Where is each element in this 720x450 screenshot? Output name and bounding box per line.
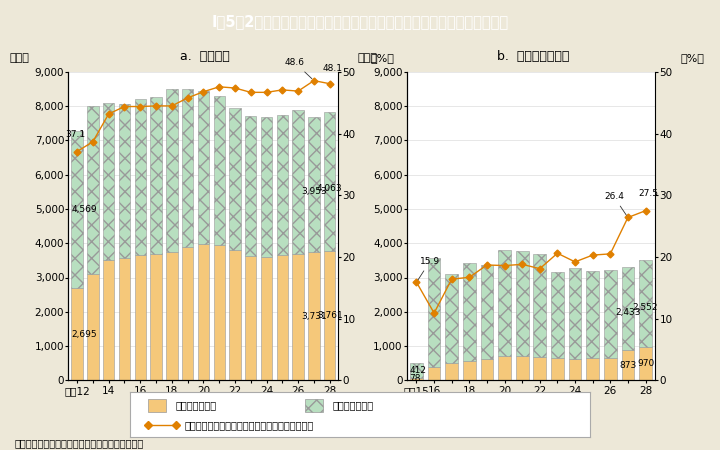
Text: （人）: （人） bbox=[357, 53, 377, 63]
Text: 4,569: 4,569 bbox=[71, 205, 96, 214]
Bar bbox=[428, 258, 441, 367]
Bar bbox=[150, 253, 162, 380]
Bar bbox=[103, 103, 114, 261]
Text: 2,552: 2,552 bbox=[633, 303, 658, 312]
Bar bbox=[410, 378, 423, 380]
Text: 37.1: 37.1 bbox=[66, 130, 86, 139]
Bar bbox=[481, 359, 493, 380]
Text: 15.9: 15.9 bbox=[418, 257, 440, 280]
Bar bbox=[463, 361, 476, 380]
Text: I－5－2図　社会人大学院入学者数（男女別）及び女子学生の割合の推移: I－5－2図 社会人大学院入学者数（男女別）及び女子学生の割合の推移 bbox=[212, 14, 508, 29]
Bar bbox=[87, 274, 99, 380]
Bar bbox=[498, 356, 511, 380]
Text: 社会人男子学生: 社会人男子学生 bbox=[333, 400, 374, 410]
Bar bbox=[103, 261, 114, 380]
Text: b.  専門職学位課程: b. 専門職学位課程 bbox=[497, 50, 569, 63]
Bar bbox=[324, 252, 336, 380]
Bar bbox=[481, 265, 493, 359]
Bar bbox=[87, 106, 99, 274]
Text: 48.6: 48.6 bbox=[285, 58, 312, 79]
Bar bbox=[182, 247, 193, 380]
Bar bbox=[276, 115, 288, 255]
Bar bbox=[534, 357, 546, 380]
Bar bbox=[166, 252, 178, 380]
X-axis label: （年度）: （年度） bbox=[190, 397, 217, 407]
Bar bbox=[498, 250, 511, 356]
Text: （%）: （%） bbox=[371, 53, 395, 63]
Bar bbox=[245, 256, 256, 380]
Bar bbox=[621, 267, 634, 351]
Text: 26.4: 26.4 bbox=[604, 192, 626, 215]
Bar bbox=[621, 351, 634, 380]
Bar bbox=[463, 263, 476, 361]
Bar bbox=[604, 270, 616, 358]
Text: 2,695: 2,695 bbox=[71, 329, 96, 338]
Bar bbox=[198, 91, 209, 244]
Bar bbox=[119, 104, 130, 258]
Bar bbox=[446, 363, 458, 380]
Text: 社会人入学者に占める女子学生の割合（右目盛）: 社会人入学者に占める女子学生の割合（右目盛） bbox=[185, 420, 314, 430]
Text: （備考）文部科学省「学校基本調査」より作成。: （備考）文部科学省「学校基本調査」より作成。 bbox=[14, 438, 144, 448]
Text: 3,731: 3,731 bbox=[301, 312, 327, 321]
Bar bbox=[135, 99, 146, 255]
Bar bbox=[446, 274, 458, 363]
Bar bbox=[182, 89, 193, 247]
FancyBboxPatch shape bbox=[305, 399, 323, 412]
Text: （人）: （人） bbox=[9, 53, 29, 63]
Bar bbox=[604, 358, 616, 380]
Text: 社会人女子学生: 社会人女子学生 bbox=[176, 400, 217, 410]
Bar bbox=[261, 257, 272, 380]
Text: 412: 412 bbox=[410, 366, 426, 375]
Text: 4,063: 4,063 bbox=[317, 184, 343, 194]
X-axis label: （年度）: （年度） bbox=[518, 397, 544, 407]
Text: 2,433: 2,433 bbox=[615, 308, 641, 317]
FancyBboxPatch shape bbox=[148, 399, 166, 412]
Bar bbox=[534, 253, 546, 357]
Bar bbox=[71, 288, 83, 380]
Bar bbox=[292, 110, 304, 253]
Text: （%）: （%） bbox=[680, 53, 704, 63]
Bar bbox=[569, 359, 581, 380]
Text: a.  修士課程: a. 修士課程 bbox=[180, 50, 230, 63]
Bar bbox=[308, 252, 320, 380]
Bar bbox=[569, 268, 581, 359]
Text: 873: 873 bbox=[619, 361, 636, 370]
Text: 48.1: 48.1 bbox=[322, 63, 342, 72]
Bar bbox=[214, 245, 225, 380]
Bar bbox=[516, 251, 528, 356]
Bar bbox=[229, 108, 240, 250]
Text: 3,953: 3,953 bbox=[301, 187, 327, 196]
Bar bbox=[639, 260, 652, 347]
Bar bbox=[229, 250, 240, 380]
Bar bbox=[551, 272, 564, 358]
Bar bbox=[119, 258, 130, 380]
Bar bbox=[410, 364, 423, 378]
Bar bbox=[135, 255, 146, 380]
Bar bbox=[71, 131, 83, 288]
Bar bbox=[324, 112, 336, 252]
Bar bbox=[551, 358, 564, 380]
Bar bbox=[198, 244, 209, 380]
Bar bbox=[261, 117, 272, 257]
Bar bbox=[292, 253, 304, 380]
Bar bbox=[166, 89, 178, 252]
Text: 3,761: 3,761 bbox=[317, 311, 343, 320]
Bar bbox=[308, 117, 320, 252]
Bar bbox=[639, 347, 652, 380]
Bar bbox=[150, 97, 162, 253]
Bar bbox=[586, 270, 599, 358]
Bar bbox=[245, 116, 256, 256]
Text: 970: 970 bbox=[637, 359, 654, 368]
Bar bbox=[428, 367, 441, 380]
Bar bbox=[214, 96, 225, 245]
Bar bbox=[516, 356, 528, 380]
Text: 78: 78 bbox=[410, 374, 421, 383]
Bar bbox=[276, 255, 288, 380]
Text: 27.5: 27.5 bbox=[638, 189, 658, 198]
Bar bbox=[586, 358, 599, 380]
